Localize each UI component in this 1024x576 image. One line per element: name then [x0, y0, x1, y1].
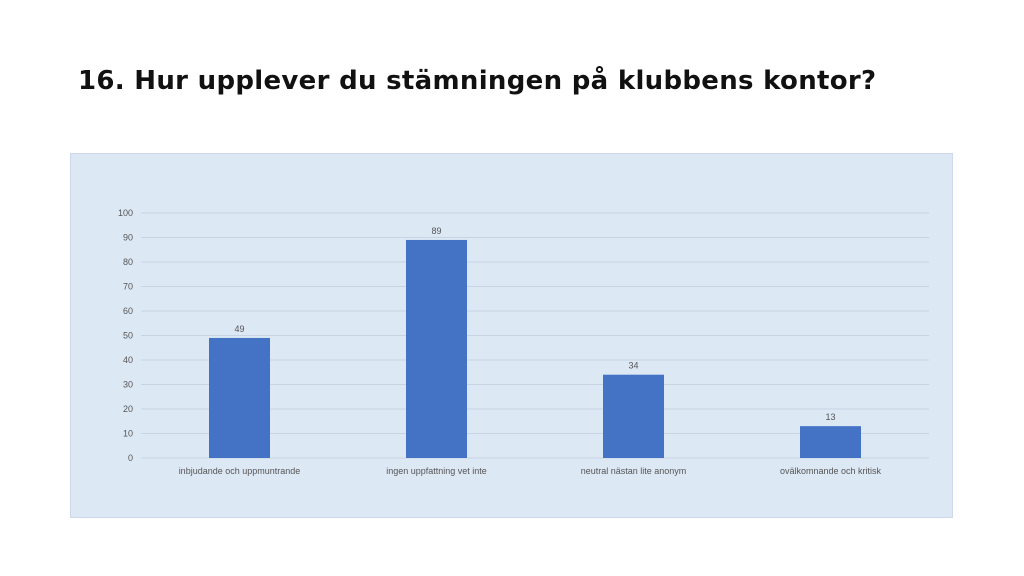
- bar: [800, 426, 861, 458]
- bar: [603, 374, 664, 458]
- y-tick-label: 60: [123, 306, 133, 316]
- y-tick-label: 80: [123, 257, 133, 267]
- bar: [209, 337, 270, 458]
- y-tick-label: 20: [123, 404, 133, 414]
- bar-chart: 0 10 20 30 40 50 60 70 80 90 100 49 inbjudande och u…: [70, 153, 953, 518]
- y-tick-label: 30: [123, 380, 133, 390]
- chart-svg: 0 10 20 30 40 50 60 70 80 90 100 49 inbjudande och u…: [118, 208, 929, 476]
- data-label: 49: [234, 324, 244, 334]
- y-tick-label: 10: [123, 429, 133, 439]
- y-tick-label: 100: [118, 208, 133, 218]
- y-tick-label: 0: [128, 453, 133, 463]
- x-category-label: ovälkomnande och kritisk: [780, 466, 882, 476]
- data-label: 34: [628, 361, 638, 371]
- y-tick-label: 50: [123, 331, 133, 341]
- x-category-label: neutral nästan lite anonym: [581, 466, 687, 476]
- data-label: 13: [825, 412, 835, 422]
- y-tick-label: 40: [123, 355, 133, 365]
- bar: [406, 239, 467, 458]
- x-category-label: inbjudande och uppmuntrande: [179, 466, 301, 476]
- y-tick-label: 70: [123, 282, 133, 292]
- data-label: 89: [431, 226, 441, 236]
- slide-title: 16. Hur upplever du stämningen på klubbe…: [78, 66, 877, 96]
- y-tick-label: 90: [123, 233, 133, 243]
- x-category-label: ingen uppfattning vet inte: [386, 466, 487, 476]
